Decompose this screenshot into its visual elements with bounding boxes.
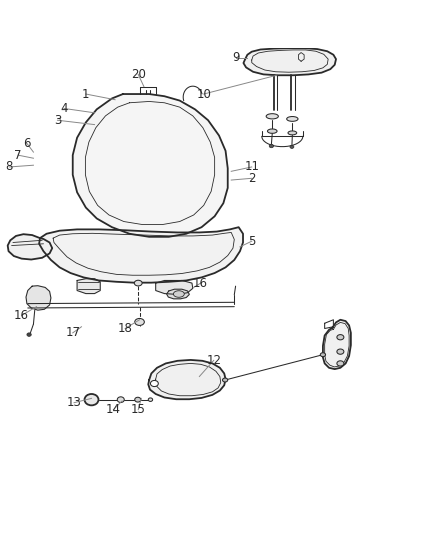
- Polygon shape: [77, 279, 100, 294]
- Ellipse shape: [85, 394, 99, 405]
- Ellipse shape: [320, 353, 325, 357]
- Polygon shape: [39, 227, 243, 282]
- Ellipse shape: [150, 381, 158, 386]
- Polygon shape: [244, 48, 336, 75]
- Text: 8: 8: [6, 160, 13, 173]
- Ellipse shape: [287, 117, 298, 122]
- Text: 1: 1: [82, 87, 90, 101]
- Ellipse shape: [290, 146, 294, 148]
- Text: 4: 4: [60, 102, 68, 115]
- Text: 14: 14: [106, 403, 121, 416]
- Ellipse shape: [337, 335, 344, 340]
- Ellipse shape: [266, 114, 279, 119]
- Polygon shape: [155, 280, 193, 294]
- Polygon shape: [8, 234, 52, 260]
- Ellipse shape: [173, 290, 184, 297]
- Text: 17: 17: [65, 326, 80, 340]
- Text: 12: 12: [206, 354, 221, 367]
- Text: 13: 13: [67, 396, 81, 409]
- Polygon shape: [323, 320, 351, 369]
- Ellipse shape: [117, 397, 124, 402]
- Text: 18: 18: [118, 322, 133, 335]
- Ellipse shape: [148, 398, 152, 401]
- Ellipse shape: [268, 129, 277, 133]
- Text: 16: 16: [193, 277, 208, 289]
- Text: 11: 11: [244, 160, 259, 173]
- Text: 9: 9: [232, 51, 239, 64]
- Text: 20: 20: [131, 68, 146, 81]
- Ellipse shape: [288, 131, 297, 135]
- Text: 16: 16: [14, 309, 29, 322]
- Ellipse shape: [135, 397, 141, 402]
- Polygon shape: [73, 94, 228, 237]
- Text: 3: 3: [54, 114, 61, 127]
- Ellipse shape: [27, 333, 31, 336]
- Polygon shape: [166, 289, 189, 299]
- Text: 7: 7: [14, 149, 22, 161]
- Ellipse shape: [337, 349, 344, 354]
- Polygon shape: [148, 360, 226, 399]
- Ellipse shape: [337, 361, 344, 366]
- Text: 15: 15: [131, 403, 146, 416]
- Text: 6: 6: [23, 137, 31, 150]
- Ellipse shape: [134, 280, 142, 286]
- Ellipse shape: [135, 318, 145, 326]
- Text: 2: 2: [248, 172, 255, 185]
- Text: 5: 5: [248, 235, 255, 248]
- Ellipse shape: [223, 378, 228, 382]
- Text: 10: 10: [196, 87, 211, 101]
- Ellipse shape: [269, 144, 274, 148]
- Polygon shape: [26, 286, 51, 310]
